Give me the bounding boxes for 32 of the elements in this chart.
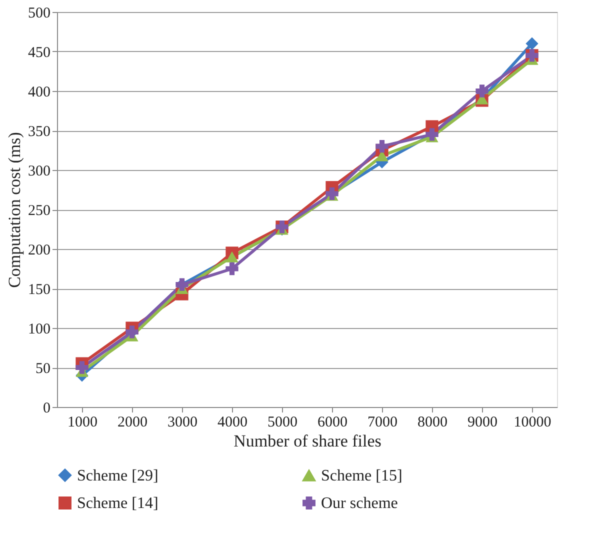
x-axis-title: Number of share files (234, 432, 382, 450)
y-tick-label: 400 (28, 84, 50, 100)
x-tick-label: 10000 (514, 414, 552, 430)
y-tick-label: 150 (28, 282, 50, 298)
x-tick-label: 7000 (368, 414, 398, 430)
x-tick-label: 4000 (218, 414, 248, 430)
y-tick-label: 250 (28, 203, 50, 219)
y-tick-label: 200 (28, 242, 50, 258)
legend-label: Scheme [14] (77, 495, 158, 512)
y-tick-label: 300 (28, 164, 50, 180)
y-tick-label: 0 (43, 400, 50, 416)
legend-label: Scheme [29] (77, 467, 158, 484)
y-tick-label: 50 (36, 361, 50, 377)
point (476, 84, 488, 98)
y-axis-title: Computation cost (ms) (5, 132, 24, 288)
legend-label: Scheme [15] (321, 468, 402, 485)
point (526, 37, 538, 50)
x-tick-label: 5000 (268, 414, 298, 430)
y-tick-label: 500 (28, 6, 50, 22)
x-tick-label: 8000 (418, 414, 448, 430)
y-tick-label: 450 (28, 45, 50, 61)
x-tick-label: 3000 (168, 414, 198, 430)
y-tick-label: 100 (28, 322, 50, 338)
point (76, 361, 88, 374)
x-tick-label: 1000 (68, 414, 98, 430)
x-tick-label: 6000 (318, 414, 348, 430)
x-tick-label: 9000 (468, 414, 498, 430)
point (376, 140, 388, 153)
y-tick-label: 350 (28, 124, 50, 140)
x-tick-label: 2000 (118, 414, 148, 430)
legend-label: Our scheme (321, 495, 398, 512)
point (226, 262, 238, 276)
